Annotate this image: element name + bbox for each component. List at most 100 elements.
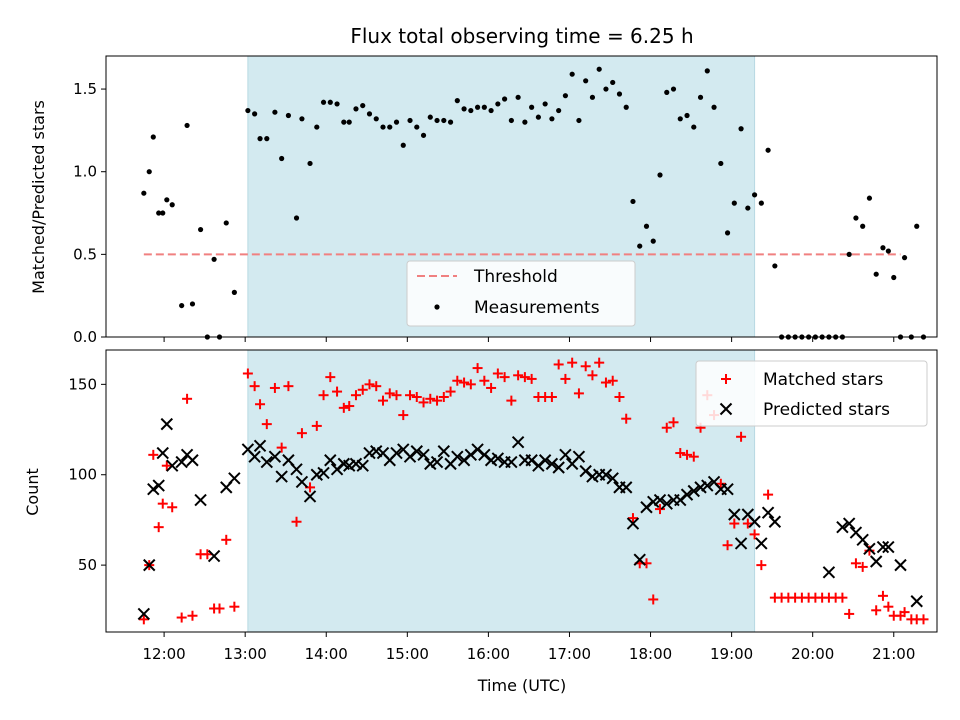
matched-star-point [614,392,625,402]
x-tick-label: 12:00 [142,645,185,663]
measurement-point [474,104,481,110]
predicted-star-point [166,459,179,472]
matched-star-point [837,592,848,603]
y-tick-label: 150 [68,375,97,393]
predicted-star-point [728,508,741,521]
matched-star-point [756,560,767,571]
predicted-star-point [451,450,464,463]
y-tick-label: 0.0 [73,328,97,346]
measurement-point [745,205,751,211]
measurement-point [562,93,569,99]
matched-star-point [357,384,368,395]
measurement-point [197,226,204,233]
matched-star-point [296,428,307,439]
predicted-star-point [207,549,221,563]
measurement-point [542,101,548,107]
measurement-point [420,132,427,138]
matched-star-point [729,518,740,529]
predicted-star-point [152,479,165,492]
matched-star-point [844,608,855,619]
predicted-star-point [894,558,907,572]
measurement-point [529,104,535,110]
matched-star-point [384,388,395,399]
matched-star-point [627,513,638,524]
matched-star-point [567,357,578,368]
top-chart-title: Flux total observing time = 6.25 h [350,24,693,48]
measurement-point [738,126,744,132]
top-axes-frame [105,55,938,338]
matched-star-point [350,390,361,401]
measurement-point [751,192,758,198]
measurement-point [684,112,690,119]
measurement-point [387,124,393,130]
predicted-star-point [863,542,876,556]
matched-star-point [506,395,517,406]
predicted-star-point [511,435,525,449]
matched-star-point [364,379,375,390]
measurement-point [184,122,190,129]
predicted-star-point [356,459,369,472]
measurement-point [758,200,764,206]
matched-star-point [425,393,436,404]
predicted-star-point [268,450,282,463]
measurement-point [724,230,731,236]
measurement-point [670,86,677,92]
predicted-star-point [143,558,156,572]
matched-star-point [472,363,483,374]
y-tick-label: 100 [68,466,97,484]
bottom-x-ticks: 12:00 13:00 14:00 15:00 16:00 17:00 18:00 19:00… [142,632,915,663]
measurement-point [160,210,166,216]
measurement-point [866,195,873,201]
matched-star-point [371,381,382,392]
measurement-point [211,256,217,262]
matched-star-point [621,413,632,424]
predicted-star-point [228,472,241,485]
measurement-point [891,274,897,281]
measurement-point [164,197,170,203]
measurement-point [650,238,656,244]
measurement-point [704,68,710,74]
matched-star-point [405,390,416,401]
measurement-point [846,251,852,257]
x-tick-label: 19:00 [710,645,753,663]
matched-star-point [722,540,733,551]
predicted-star-point [882,540,895,554]
measurement-point [589,94,596,100]
predicted-star-point [156,446,169,460]
measurement-point [576,117,582,124]
measurement-point [231,289,237,295]
matched-star-point [438,392,449,402]
top-legend-box [406,260,636,327]
predicted-star-point [545,457,559,471]
matched-star-point [899,607,910,618]
measurement-point [860,223,866,229]
predicted-star-point [390,446,403,460]
bottom-y-axis-label: Count [23,468,42,516]
legend-measurements-swatch [434,304,440,310]
predicted-star-point [761,506,775,519]
x-tick-label: 21:00 [872,645,915,663]
matched-star-point [344,401,355,412]
measurement-point [853,215,859,221]
predicted-star-point [160,417,174,431]
measurement-point [373,116,379,122]
measurement-point [515,94,521,100]
matched-star-point [157,498,168,509]
predicted-star-point [869,555,883,568]
matched-star-point [138,614,149,625]
measurement-point [535,114,541,120]
matched-star-point [526,373,537,384]
matched-star-point [187,610,198,621]
measurement-point [454,98,460,104]
matched-star-point [918,614,929,625]
matched-star-point [721,374,731,384]
x-tick-label: 17:00 [548,645,591,663]
measurement-point [583,78,589,84]
measurement-point [414,124,420,130]
predicted-star-point [410,445,423,458]
measurement-point [914,223,920,229]
matched-star-point [675,448,686,459]
matched-star-point [736,431,747,442]
